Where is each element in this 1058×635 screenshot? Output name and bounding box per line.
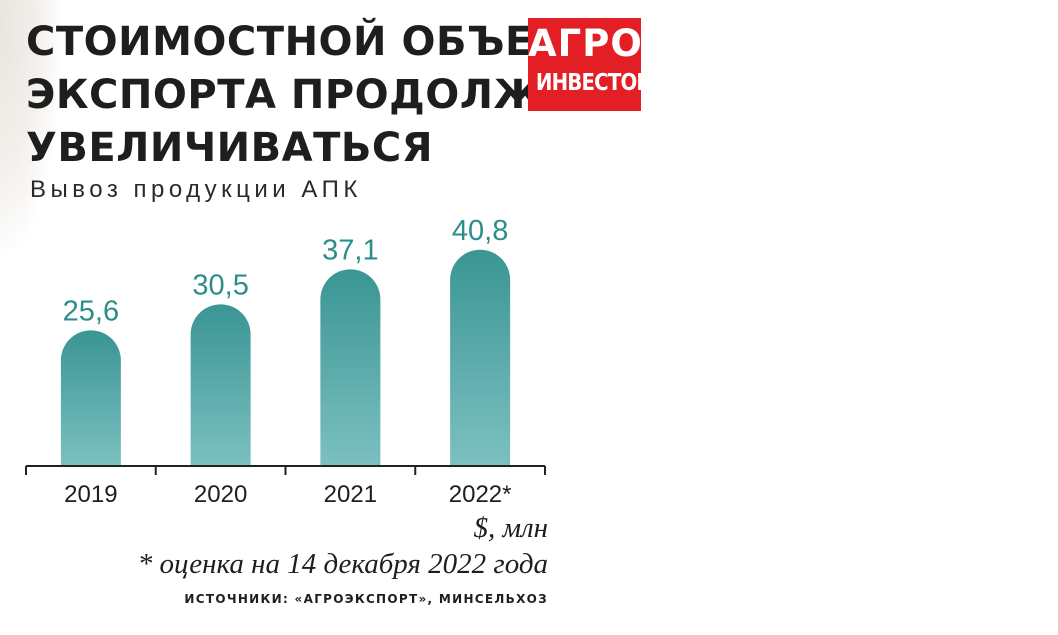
logo-line-2: ИНВЕСТОР [535, 70, 651, 96]
x-tick-labels-group: 2019 2020 2021 2022* [64, 481, 511, 508]
x-tick-label: 2022* [449, 481, 512, 508]
value-labels-group: 25,6 30,5 37,1 40,8 [63, 215, 509, 328]
bar-2021 [320, 269, 381, 466]
logo-line-1: АГРО [528, 22, 643, 65]
value-label: 37,1 [322, 234, 378, 266]
page-title: СТОИМОСТНОЙ ОБЪЕМ ЭКСПОРТА ПРОДОЛЖАЕТ УВ… [26, 16, 631, 175]
value-label: 30,5 [192, 269, 248, 301]
source-note: ИСТОЧНИКИ: «АГРОЭКСПОРТ», МИНСЕЛЬХОЗ [184, 592, 548, 606]
title-line-1: СТОИМОСТНОЙ ОБЪЕМ [26, 19, 574, 65]
value-label: 40,8 [452, 215, 508, 247]
export-bar-chart: 25,6 30,5 37,1 40,8 2019 2020 2021 2022* [25, 215, 546, 508]
x-tick-label: 2019 [64, 481, 117, 508]
title-line-2: ЭКСПОРТА ПРОДОЛЖАЕТ [26, 72, 631, 118]
bar-2020 [190, 304, 251, 466]
unit-label: $, млн [473, 512, 548, 544]
value-label: 25,6 [63, 295, 119, 327]
bars-group [60, 249, 511, 466]
bar-2019 [60, 330, 121, 466]
bar-2022 [450, 249, 511, 466]
x-tick-label: 2021 [324, 481, 377, 508]
agroinvestor-logo: АГРО ИНВЕСТОР [528, 18, 651, 111]
x-tick-label: 2020 [194, 481, 247, 508]
x-axis [25, 465, 546, 475]
title-line-3: УВЕЛИЧИВАТЬСЯ [26, 125, 434, 171]
footnote: * оценка на 14 декабря 2022 года [137, 548, 548, 580]
paper-background-shadow [0, 0, 60, 250]
chart-subtitle: Вывоз продукции АПК [30, 176, 362, 203]
